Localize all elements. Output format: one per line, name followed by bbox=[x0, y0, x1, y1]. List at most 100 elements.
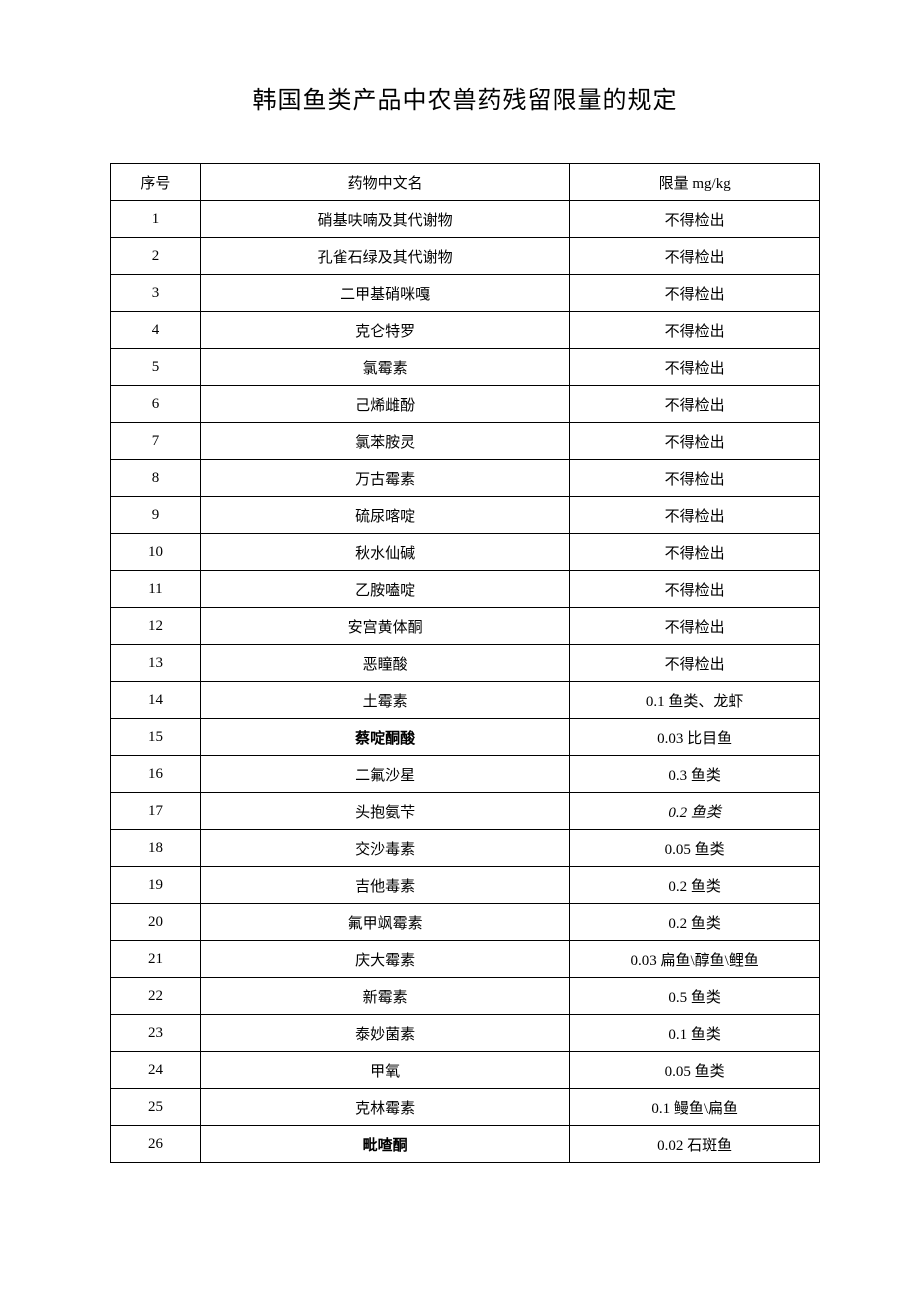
cell-name: 吉他毒素 bbox=[200, 867, 569, 904]
col-header-num: 序号 bbox=[111, 164, 201, 201]
cell-limit: 不得检出 bbox=[570, 201, 820, 238]
cell-num: 2 bbox=[111, 238, 201, 275]
cell-num: 15 bbox=[111, 719, 201, 756]
cell-name: 甲氧 bbox=[200, 1052, 569, 1089]
cell-num: 26 bbox=[111, 1126, 201, 1163]
cell-limit: 0.05 鱼类 bbox=[570, 1052, 820, 1089]
cell-name: 土霉素 bbox=[200, 682, 569, 719]
cell-num: 1 bbox=[111, 201, 201, 238]
cell-limit: 0.1 鱼类 bbox=[570, 1015, 820, 1052]
cell-limit: 0.1 鳗鱼\扁鱼 bbox=[570, 1089, 820, 1126]
table-body: 1硝基呋喃及其代谢物不得检出2孔雀石绿及其代谢物不得检出3二甲基硝咪嘎不得检出4… bbox=[111, 201, 820, 1163]
cell-limit: 0.2 鱼类 bbox=[570, 867, 820, 904]
cell-limit: 0.2 鱼类 bbox=[570, 904, 820, 941]
table-row: 21庆大霉素0.03 扁鱼\醇鱼\鲤鱼 bbox=[111, 941, 820, 978]
cell-name: 恶瞳酸 bbox=[200, 645, 569, 682]
cell-name: 二甲基硝咪嘎 bbox=[200, 275, 569, 312]
cell-num: 13 bbox=[111, 645, 201, 682]
table-row: 4克仑特罗不得检出 bbox=[111, 312, 820, 349]
cell-limit: 不得检出 bbox=[570, 275, 820, 312]
cell-name: 毗喳酮 bbox=[200, 1126, 569, 1163]
cell-limit: 不得检出 bbox=[570, 608, 820, 645]
cell-limit: 不得检出 bbox=[570, 386, 820, 423]
cell-num: 9 bbox=[111, 497, 201, 534]
cell-num: 7 bbox=[111, 423, 201, 460]
table-row: 23泰妙菌素0.1 鱼类 bbox=[111, 1015, 820, 1052]
table-row: 25克林霉素0.1 鳗鱼\扁鱼 bbox=[111, 1089, 820, 1126]
table-row: 20氟甲飒霉素0.2 鱼类 bbox=[111, 904, 820, 941]
cell-limit: 不得检出 bbox=[570, 349, 820, 386]
cell-num: 5 bbox=[111, 349, 201, 386]
cell-num: 11 bbox=[111, 571, 201, 608]
cell-num: 17 bbox=[111, 793, 201, 830]
cell-name: 秋水仙碱 bbox=[200, 534, 569, 571]
cell-limit: 不得检出 bbox=[570, 238, 820, 275]
cell-name: 氯苯胺灵 bbox=[200, 423, 569, 460]
cell-limit: 不得检出 bbox=[570, 571, 820, 608]
cell-name: 万古霉素 bbox=[200, 460, 569, 497]
col-header-limit: 限量 mg/kg bbox=[570, 164, 820, 201]
table-row: 7氯苯胺灵不得检出 bbox=[111, 423, 820, 460]
table-row: 19吉他毒素0.2 鱼类 bbox=[111, 867, 820, 904]
cell-name: 氟甲飒霉素 bbox=[200, 904, 569, 941]
cell-num: 14 bbox=[111, 682, 201, 719]
cell-limit: 不得检出 bbox=[570, 312, 820, 349]
cell-name: 硫尿喀啶 bbox=[200, 497, 569, 534]
cell-name: 乙胺嗑啶 bbox=[200, 571, 569, 608]
cell-num: 22 bbox=[111, 978, 201, 1015]
cell-num: 20 bbox=[111, 904, 201, 941]
cell-num: 8 bbox=[111, 460, 201, 497]
cell-limit: 不得检出 bbox=[570, 645, 820, 682]
table-row: 14土霉素0.1 鱼类、龙虾 bbox=[111, 682, 820, 719]
table-row: 12安宫黄体酮不得检出 bbox=[111, 608, 820, 645]
cell-name: 克仑特罗 bbox=[200, 312, 569, 349]
table-row: 22新霉素0.5 鱼类 bbox=[111, 978, 820, 1015]
cell-num: 18 bbox=[111, 830, 201, 867]
cell-limit: 0.2 鱼类 bbox=[570, 793, 820, 830]
table-header-row: 序号 药物中文名 限量 mg/kg bbox=[111, 164, 820, 201]
cell-name: 己烯雌酚 bbox=[200, 386, 569, 423]
cell-limit: 0.5 鱼类 bbox=[570, 978, 820, 1015]
cell-name: 硝基呋喃及其代谢物 bbox=[200, 201, 569, 238]
cell-name: 交沙毒素 bbox=[200, 830, 569, 867]
cell-name: 蔡啶酮酸 bbox=[200, 719, 569, 756]
cell-num: 4 bbox=[111, 312, 201, 349]
cell-limit: 不得检出 bbox=[570, 423, 820, 460]
page-title: 韩国鱼类产品中农兽药残留限量的规定 bbox=[110, 80, 820, 115]
cell-limit: 0.02 石斑鱼 bbox=[570, 1126, 820, 1163]
cell-num: 3 bbox=[111, 275, 201, 312]
table-row: 24甲氧0.05 鱼类 bbox=[111, 1052, 820, 1089]
table-row: 1硝基呋喃及其代谢物不得检出 bbox=[111, 201, 820, 238]
table-row: 8万古霉素不得检出 bbox=[111, 460, 820, 497]
cell-limit: 0.3 鱼类 bbox=[570, 756, 820, 793]
cell-num: 10 bbox=[111, 534, 201, 571]
cell-num: 16 bbox=[111, 756, 201, 793]
cell-num: 24 bbox=[111, 1052, 201, 1089]
cell-limit: 0.03 扁鱼\醇鱼\鲤鱼 bbox=[570, 941, 820, 978]
cell-name: 泰妙菌素 bbox=[200, 1015, 569, 1052]
cell-limit: 不得检出 bbox=[570, 534, 820, 571]
table-row: 9硫尿喀啶不得检出 bbox=[111, 497, 820, 534]
cell-num: 25 bbox=[111, 1089, 201, 1126]
cell-limit: 不得检出 bbox=[570, 460, 820, 497]
cell-name: 孔雀石绿及其代谢物 bbox=[200, 238, 569, 275]
table-row: 5氯霉素不得检出 bbox=[111, 349, 820, 386]
table-row: 2孔雀石绿及其代谢物不得检出 bbox=[111, 238, 820, 275]
cell-name: 头抱氨芐 bbox=[200, 793, 569, 830]
table-row: 3二甲基硝咪嘎不得检出 bbox=[111, 275, 820, 312]
table-row: 16二氟沙星0.3 鱼类 bbox=[111, 756, 820, 793]
cell-num: 6 bbox=[111, 386, 201, 423]
table-row: 15蔡啶酮酸0.03 比目鱼 bbox=[111, 719, 820, 756]
table-row: 13恶瞳酸不得检出 bbox=[111, 645, 820, 682]
table-row: 17头抱氨芐0.2 鱼类 bbox=[111, 793, 820, 830]
cell-name: 新霉素 bbox=[200, 978, 569, 1015]
cell-num: 19 bbox=[111, 867, 201, 904]
cell-limit: 0.03 比目鱼 bbox=[570, 719, 820, 756]
cell-name: 庆大霉素 bbox=[200, 941, 569, 978]
cell-num: 12 bbox=[111, 608, 201, 645]
cell-name: 克林霉素 bbox=[200, 1089, 569, 1126]
cell-name: 氯霉素 bbox=[200, 349, 569, 386]
table-row: 6己烯雌酚不得检出 bbox=[111, 386, 820, 423]
table-row: 18交沙毒素0.05 鱼类 bbox=[111, 830, 820, 867]
cell-name: 二氟沙星 bbox=[200, 756, 569, 793]
